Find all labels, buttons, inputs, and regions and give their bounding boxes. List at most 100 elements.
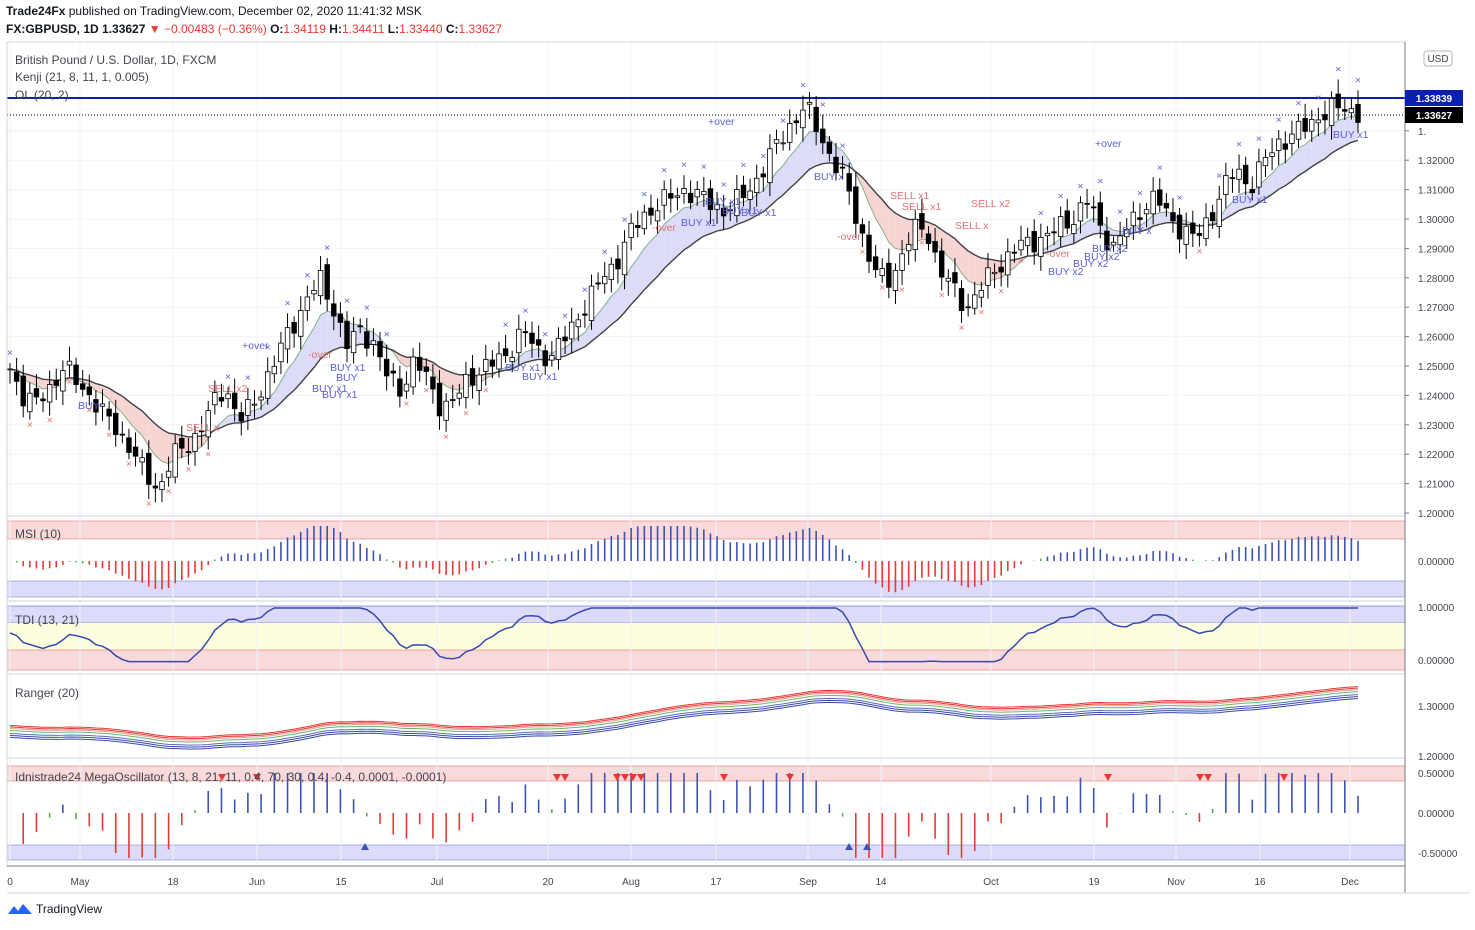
mega-sell-triangle xyxy=(1196,774,1204,781)
kenji-cloud-segment xyxy=(439,367,447,387)
signal-label: BUY x1 xyxy=(741,207,777,219)
candle-body xyxy=(1269,152,1275,157)
candle-body xyxy=(734,189,740,217)
extreme-marker: × xyxy=(820,99,826,111)
candle-body xyxy=(1064,210,1070,229)
candle-body xyxy=(331,303,337,317)
kenji-cloud-segment xyxy=(122,396,129,422)
time-tick-label: Jul xyxy=(431,877,444,888)
price-axis-layer: 1. 1.32000 1.31000 1.30000 1.29000 1.28000 1.2… xyxy=(1405,127,1458,860)
candles-layer xyxy=(7,79,1361,503)
pane-frame xyxy=(6,41,1406,517)
candle-body xyxy=(912,218,918,251)
candle-body xyxy=(410,356,416,388)
signal-label: BUY x2 xyxy=(1092,243,1128,255)
candle-body xyxy=(66,360,73,366)
price-tick-label: 1.23000 xyxy=(1418,421,1455,432)
candle-body xyxy=(522,331,529,334)
signal-label: BUY x1 xyxy=(1333,129,1369,141)
candle-body xyxy=(430,376,436,390)
candle-body xyxy=(489,359,496,367)
candle-body xyxy=(383,358,390,377)
signal-label: +over xyxy=(1095,138,1122,150)
tdi-line xyxy=(9,607,1358,663)
currency-badge[interactable]: USD xyxy=(1423,50,1453,67)
extreme-marker: × xyxy=(721,179,727,191)
candle-body xyxy=(1229,177,1236,179)
signal-label: BUY x1 xyxy=(330,362,366,374)
candle-body xyxy=(1051,231,1057,234)
candle-body xyxy=(529,332,535,344)
candle-body xyxy=(806,102,813,105)
kenji-cloud-segment xyxy=(426,359,433,373)
footer-brand: TradingView xyxy=(36,902,103,916)
extreme-marker: × xyxy=(1216,170,1222,182)
candle-body xyxy=(1223,175,1229,195)
mega-sell-triangle xyxy=(1280,774,1288,781)
candle-body xyxy=(925,233,932,244)
kenji-cloud-segment xyxy=(274,381,281,409)
candle-body xyxy=(542,350,548,367)
time-tick-label: 15 xyxy=(335,877,347,888)
extreme-marker: × xyxy=(1018,255,1024,267)
candle-body xyxy=(1322,114,1328,121)
extreme-marker: × xyxy=(304,270,310,282)
tradingview-footer[interactable]: TradingView xyxy=(8,902,102,916)
kenji-cloud-segment xyxy=(1080,221,1088,240)
high-value: 1.34411 xyxy=(341,22,385,36)
time-tick-label: May xyxy=(71,877,90,888)
candle-body xyxy=(800,109,806,129)
kenji-cloud-segment xyxy=(161,429,169,464)
extreme-marker: × xyxy=(66,376,72,388)
candle-body xyxy=(985,267,991,286)
extreme-marker: × xyxy=(47,415,53,427)
candle-body xyxy=(113,412,119,435)
extreme-marker: × xyxy=(1256,133,1262,145)
candle-body xyxy=(853,186,859,224)
kenji-cloud-segment xyxy=(1278,162,1286,190)
extreme-marker: × xyxy=(265,341,271,353)
currency-label: USD xyxy=(1427,54,1448,65)
kenji-cloud-segment xyxy=(1245,192,1253,209)
candle-body xyxy=(872,256,879,271)
tdi-legend: TDI (13, 21) xyxy=(15,613,79,627)
candle-body xyxy=(588,285,595,321)
extreme-marker: × xyxy=(859,246,865,258)
candle-body xyxy=(1124,229,1130,238)
kenji-cloud-segment xyxy=(684,206,691,250)
kenji-cloud-segment xyxy=(994,260,1002,280)
candle-body xyxy=(225,393,231,400)
kenji-cloud-segment xyxy=(809,131,817,170)
candle-body xyxy=(1011,251,1018,254)
price-tag-last: 1.33627 xyxy=(1405,107,1463,123)
candle-body xyxy=(939,250,945,278)
kenji-cloud-segment xyxy=(135,406,143,436)
candle-body xyxy=(106,408,112,417)
candle-body xyxy=(1262,157,1269,167)
candle-body xyxy=(641,211,648,230)
kenji-cloud-segment xyxy=(148,417,156,456)
candle-body xyxy=(555,337,562,360)
published-text: published on TradingView.com, December 0… xyxy=(68,4,422,18)
kenji-cloud-segment xyxy=(320,311,328,359)
candle-body xyxy=(886,262,892,288)
kenji-cloud-segment xyxy=(842,150,850,167)
time-tick-label: Nov xyxy=(1167,877,1185,888)
candle-body xyxy=(582,313,588,316)
kenji-cloud-segment xyxy=(261,399,268,418)
candle-body xyxy=(1044,232,1051,237)
candle-body xyxy=(1348,108,1355,114)
kenji-cloud-segment xyxy=(750,194,757,220)
candle-body xyxy=(905,243,912,252)
extreme-marker: × xyxy=(463,407,469,419)
candle-body xyxy=(1315,119,1322,124)
signal-label: -over xyxy=(308,349,332,361)
candle-body xyxy=(251,403,258,406)
signal-label: SELL x xyxy=(955,220,989,232)
extreme-marker: × xyxy=(602,246,608,258)
kenji-cloud-segment xyxy=(1133,225,1140,233)
price-tick-label: 1.24000 xyxy=(1418,391,1455,402)
candle-body xyxy=(747,190,753,200)
candle-body xyxy=(179,437,185,449)
